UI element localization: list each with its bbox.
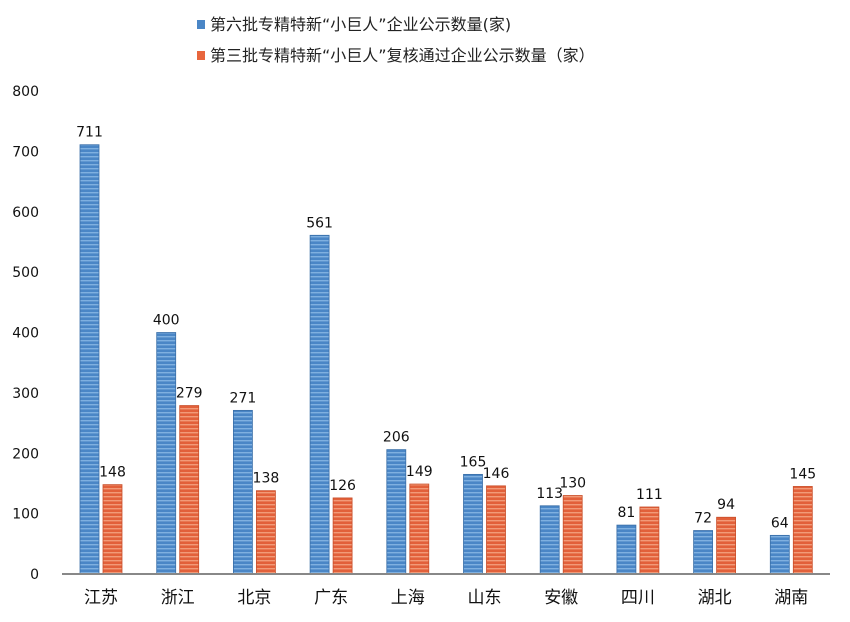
data-label: 711 [76, 125, 103, 141]
data-label: 145 [789, 466, 816, 482]
data-label: 111 [636, 487, 663, 503]
data-label: 165 [460, 454, 487, 470]
bar-series-2-广东 [332, 497, 353, 575]
y-tick-label: 400 [12, 326, 39, 342]
bar-series-1-广东 [309, 234, 330, 575]
data-label: 130 [559, 476, 586, 492]
y-tick-label: 700 [12, 144, 39, 160]
data-label: 271 [230, 390, 257, 406]
bar-series-2-湖南 [792, 486, 813, 575]
legend-swatch-series-1 [197, 20, 205, 29]
x-category-label: 湖南 [774, 588, 808, 608]
x-category-label: 江苏 [84, 588, 118, 608]
bar-series-1-浙江 [156, 332, 177, 575]
bar-series-1-四川 [616, 524, 637, 575]
bar-series-2-江苏 [102, 484, 123, 575]
data-label: 64 [771, 515, 789, 531]
y-axis-tick-labels: 0 100 200 300 400 500 600 700 800 [12, 84, 39, 583]
bar-series-2-山东 [486, 485, 506, 575]
legend-label-series-1: 第六批专精特新“小巨人”企业公示数量(家) [210, 15, 511, 34]
y-tick-label: 0 [30, 567, 39, 583]
bar-series-1-安徽 [539, 505, 560, 575]
x-axis-category-labels: 江苏 浙江 北京 广东 上海 山东 安徽 四川 湖北 湖南 [84, 588, 808, 608]
y-tick-label: 300 [12, 386, 39, 402]
y-tick-label: 200 [12, 446, 39, 462]
bar-series-1-山东 [463, 473, 483, 575]
legend: 第六批专精特新“小巨人”企业公示数量(家) 第三批专精特新“小巨人”复核通过企业… [197, 15, 595, 65]
bar-series-1-上海 [386, 449, 407, 575]
bars [79, 144, 813, 575]
legend-swatch-series-2 [197, 51, 205, 60]
bar-series-2-浙江 [179, 405, 200, 575]
bar-series-2-上海 [409, 483, 430, 575]
y-tick-label: 500 [12, 265, 39, 281]
x-category-label: 上海 [391, 588, 425, 608]
x-category-label: 安徽 [544, 588, 578, 608]
bar-series-2-湖北 [716, 516, 736, 575]
bar-series-1-湖北 [693, 530, 713, 575]
legend-label-series-2: 第三批专精特新“小巨人”复核通过企业公示数量（家） [210, 46, 595, 65]
data-label: 72 [694, 511, 712, 527]
data-label: 146 [483, 466, 510, 482]
data-label: 148 [99, 465, 126, 481]
data-label: 561 [306, 215, 333, 231]
bar-series-1-湖南 [769, 534, 790, 575]
data-label: 149 [406, 464, 433, 480]
x-category-label: 广东 [314, 588, 348, 608]
data-label: 81 [617, 505, 635, 521]
bar-series-2-四川 [639, 506, 660, 575]
x-category-label: 四川 [621, 588, 655, 608]
data-label: 400 [153, 313, 180, 329]
data-label: 94 [717, 497, 735, 513]
x-category-label: 湖北 [698, 588, 732, 608]
y-tick-label: 100 [12, 507, 39, 523]
x-category-label: 浙江 [161, 588, 195, 608]
bar-series-2-北京 [255, 490, 276, 575]
y-tick-label: 800 [12, 84, 39, 100]
bar-series-1-江苏 [79, 144, 100, 575]
x-category-label: 北京 [237, 588, 271, 608]
data-labels: 711 400 271 561 206 165 113 81 72 64 148 279 138 126 1… [76, 125, 816, 532]
data-label: 206 [383, 430, 410, 446]
bar-series-2-安徽 [562, 495, 583, 575]
data-label: 279 [176, 386, 203, 402]
data-label: 138 [253, 471, 280, 487]
y-tick-label: 600 [12, 205, 39, 221]
data-label: 113 [536, 486, 563, 502]
x-category-label: 山东 [468, 588, 502, 608]
bar-series-1-北京 [232, 409, 253, 575]
data-label: 126 [329, 478, 356, 494]
